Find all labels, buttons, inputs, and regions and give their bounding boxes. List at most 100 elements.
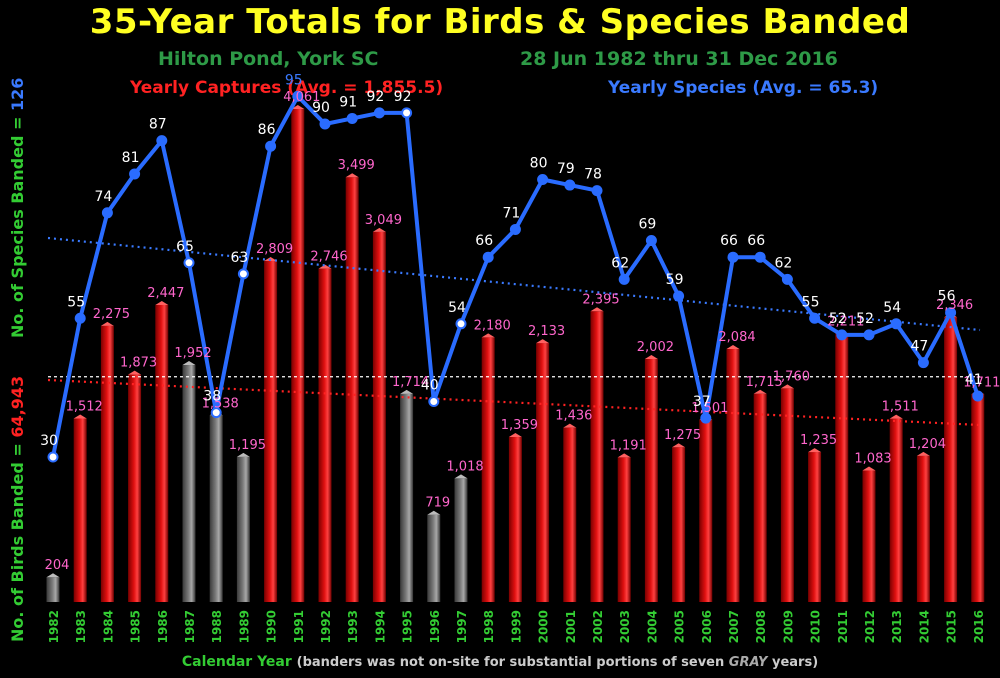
species-marker-1996 — [428, 396, 440, 407]
year-label-1987: 1987 — [183, 610, 197, 643]
location-subtitle: Hilton Pond, York SC — [158, 48, 379, 70]
bar-cap-2008 — [753, 389, 767, 394]
year-label-1994: 1994 — [373, 610, 387, 643]
species-marker-2001 — [564, 179, 576, 191]
bar-value-label-1985: 1,873 — [120, 356, 157, 371]
year-label-1993: 1993 — [346, 610, 360, 643]
bar-value-label-2016: 1,711 — [963, 375, 1000, 390]
species-value-label-2009: 62 — [774, 255, 792, 271]
bar-2001 — [563, 427, 577, 602]
species-marker-1994 — [373, 107, 385, 119]
bar-value-label-2008: 1,715 — [746, 375, 783, 390]
bar-value-label-2005: 1,275 — [664, 428, 701, 443]
species-value-label-2014: 47 — [910, 339, 928, 355]
chart-title: 35-Year Totals for Birds & Species Bande… — [89, 2, 911, 42]
bar-cap-2009 — [780, 384, 794, 389]
bar-2012 — [862, 470, 876, 602]
bar-value-label-2001: 1,436 — [555, 409, 592, 424]
species-marker-2011 — [836, 329, 848, 341]
species-value-label-1989: 63 — [230, 250, 248, 266]
bar-value-label-1997: 1,018 — [446, 459, 483, 474]
species-value-label-2011: 52 — [829, 311, 847, 327]
bar-value-label-1984: 2,275 — [93, 307, 130, 322]
bar-1988 — [209, 415, 223, 602]
bar-2013 — [889, 418, 903, 602]
bar-2008 — [753, 393, 767, 602]
bar-value-label-1995: 1,714 — [392, 375, 429, 390]
species-value-label-1998: 66 — [475, 233, 493, 249]
species-value-label-2010: 55 — [802, 294, 820, 310]
bar-value-label-1990: 2,809 — [256, 242, 293, 257]
bar-value-label-2010: 1,235 — [800, 433, 837, 448]
species-value-label-2002: 78 — [584, 167, 602, 183]
species-value-label-1986: 87 — [149, 117, 167, 133]
bar-cap-2000 — [536, 339, 550, 344]
bar-1991 — [291, 109, 305, 602]
bar-value-label-2003: 1,191 — [610, 438, 647, 453]
bar-cap-2010 — [808, 448, 822, 453]
bar-1995 — [400, 393, 414, 602]
bar-value-label-2014: 1,204 — [909, 437, 946, 452]
species-marker-2007 — [727, 251, 739, 263]
bar-value-label-2009: 1,760 — [773, 369, 810, 384]
species-value-label-1984: 74 — [94, 189, 112, 205]
species-value-label-1982: 30 — [40, 433, 58, 449]
species-value-label-2013: 54 — [883, 300, 901, 316]
bar-value-label-1988: 1,538 — [202, 396, 239, 411]
bar-cap-2007 — [726, 345, 740, 350]
year-label-1988: 1988 — [210, 610, 224, 643]
bar-2002 — [590, 311, 604, 602]
x-axis-label: Calendar Year (banders was not on-site f… — [181, 654, 819, 670]
year-label-1982: 1982 — [47, 610, 61, 643]
species-marker-1992 — [319, 118, 331, 130]
bar-cap-1992 — [318, 264, 332, 269]
species-marker-1997 — [455, 318, 467, 330]
date-range-subtitle: 28 Jun 1982 thru 31 Dec 2016 — [520, 48, 838, 70]
bar-cap-1995 — [400, 389, 414, 394]
year-label-2010: 2010 — [809, 610, 823, 643]
bar-value-label-2004: 2,002 — [637, 340, 674, 355]
bar-value-label-1989: 1,195 — [229, 438, 266, 453]
bar-cap-1985 — [128, 370, 142, 375]
bar-1999 — [508, 437, 522, 602]
species-value-label-2001: 79 — [557, 161, 575, 177]
bar-value-label-1983: 1,512 — [66, 399, 103, 414]
bar-1998 — [481, 337, 495, 602]
species-marker-2008 — [754, 251, 766, 263]
bar-value-label-1982: 204 — [45, 558, 70, 573]
bar-2015 — [944, 317, 958, 602]
species-value-label-2005: 59 — [666, 272, 684, 288]
species-marker-1986 — [156, 135, 168, 147]
bar-1992 — [318, 268, 332, 602]
bar-cap-1993 — [345, 173, 359, 178]
year-label-1983: 1983 — [74, 610, 88, 643]
bar-cap-2012 — [862, 466, 876, 471]
species-value-label-1999: 71 — [502, 205, 520, 221]
bar-value-label-2015: 2,346 — [936, 298, 973, 313]
bar-cap-1996 — [427, 510, 441, 515]
species-marker-1985 — [129, 168, 141, 180]
bar-1997 — [454, 478, 468, 602]
species-marker-2000 — [537, 174, 549, 185]
species-value-label-2006: 37 — [693, 394, 711, 410]
year-label-2011: 2011 — [836, 610, 850, 643]
year-label-1985: 1985 — [129, 610, 143, 643]
species-trend-line — [47, 236, 981, 332]
year-label-2012: 2012 — [863, 610, 877, 643]
year-label-2007: 2007 — [727, 610, 741, 643]
species-value-label-2008: 66 — [747, 233, 765, 249]
bar-value-label-2013: 1,511 — [882, 400, 919, 415]
species-value-label-1991: 95 — [285, 72, 303, 88]
bar-cap-1987 — [182, 361, 196, 366]
species-marker-1989 — [237, 268, 249, 280]
year-label-2003: 2003 — [618, 610, 632, 643]
species-marker-1999 — [509, 223, 521, 235]
species-value-label-2012: 52 — [856, 311, 874, 327]
bar-2003 — [617, 457, 631, 602]
species-value-label-2007: 66 — [720, 233, 738, 249]
species-value-label-2000: 80 — [530, 156, 548, 172]
bar-1996 — [427, 514, 441, 602]
species-value-label-1988: 38 — [203, 389, 221, 405]
bar-cap-1989 — [236, 452, 250, 457]
species-value-label-1992: 90 — [312, 100, 330, 116]
